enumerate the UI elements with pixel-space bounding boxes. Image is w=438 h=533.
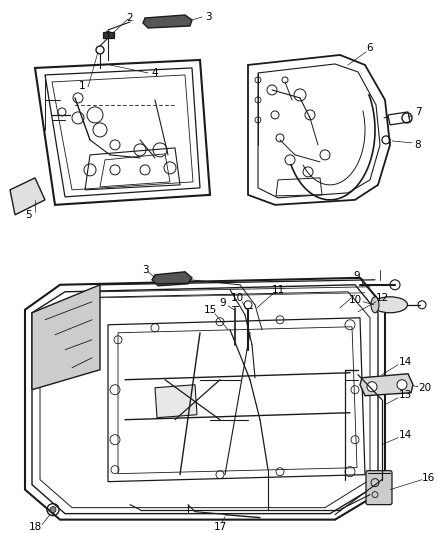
- Text: 16: 16: [421, 473, 434, 483]
- Text: 11: 11: [272, 285, 285, 295]
- Text: 1: 1: [79, 81, 85, 91]
- Text: 10: 10: [230, 293, 244, 303]
- Text: 3: 3: [141, 265, 148, 275]
- Text: 2: 2: [127, 13, 133, 23]
- Text: 12: 12: [375, 293, 389, 303]
- Text: 14: 14: [399, 430, 412, 440]
- Circle shape: [367, 382, 377, 392]
- FancyBboxPatch shape: [366, 471, 392, 505]
- Text: 5: 5: [25, 210, 31, 220]
- Polygon shape: [103, 32, 114, 38]
- Text: 13: 13: [399, 390, 412, 400]
- Text: 14: 14: [399, 357, 412, 367]
- Text: 7: 7: [415, 107, 421, 117]
- Ellipse shape: [371, 297, 379, 313]
- Text: 17: 17: [213, 522, 226, 531]
- Polygon shape: [155, 385, 197, 418]
- Text: 6: 6: [367, 43, 373, 53]
- Polygon shape: [10, 178, 45, 215]
- Text: 4: 4: [152, 68, 158, 78]
- Circle shape: [106, 33, 110, 37]
- Text: 8: 8: [415, 140, 421, 150]
- Polygon shape: [152, 272, 192, 286]
- Circle shape: [105, 31, 112, 38]
- Polygon shape: [388, 112, 410, 125]
- Polygon shape: [143, 15, 192, 28]
- Circle shape: [50, 507, 56, 513]
- Text: 18: 18: [28, 522, 42, 531]
- Circle shape: [397, 379, 407, 390]
- Text: 3: 3: [205, 12, 211, 22]
- Text: 9: 9: [220, 298, 226, 308]
- Text: 10: 10: [349, 295, 361, 305]
- Polygon shape: [360, 374, 413, 395]
- Polygon shape: [32, 285, 100, 390]
- Ellipse shape: [372, 297, 407, 313]
- Text: 15: 15: [203, 305, 217, 315]
- Text: 9: 9: [354, 271, 360, 281]
- Text: 20: 20: [418, 383, 431, 393]
